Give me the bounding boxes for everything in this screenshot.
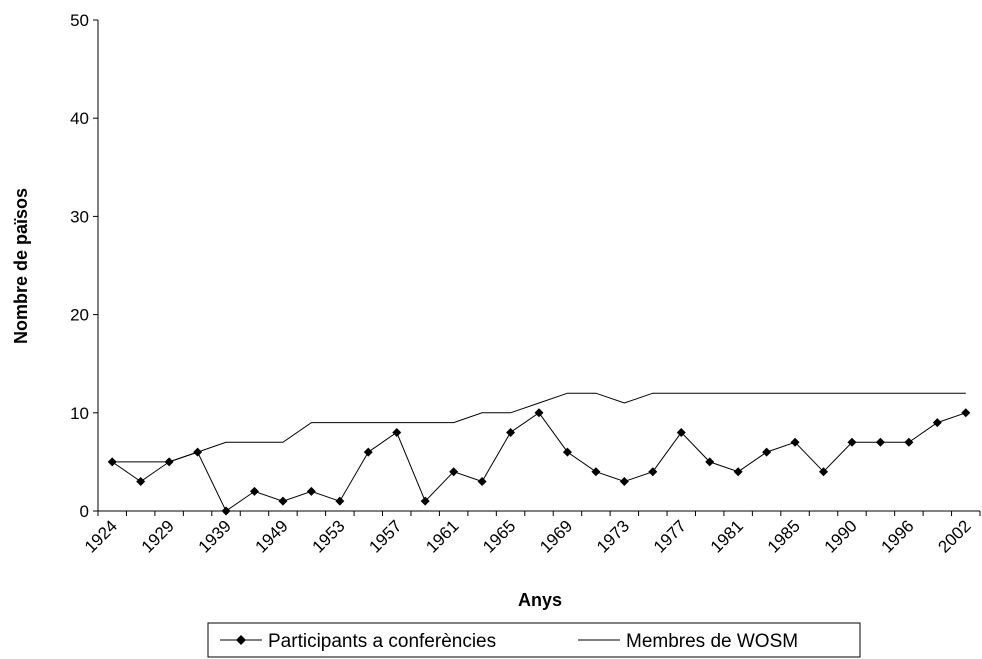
legend-label-participants: Participants a conferències — [268, 631, 496, 652]
data-point — [249, 486, 259, 496]
x-tick-label: 1981 — [707, 516, 747, 556]
y-tick-label: 0 — [80, 502, 89, 521]
x-tick-label: 2002 — [934, 516, 974, 556]
x-tick-label: 1953 — [308, 516, 348, 556]
data-point — [932, 418, 942, 428]
y-tick-label: 40 — [70, 109, 89, 128]
y-tick-label: 50 — [70, 11, 89, 30]
x-tick-label: 1949 — [252, 516, 292, 556]
x-tick-label: 1939 — [195, 516, 235, 556]
x-tick-label: 1996 — [878, 516, 918, 556]
y-tick-label: 10 — [70, 404, 89, 423]
x-tick-label: 1957 — [365, 516, 405, 556]
y-tick-label: 20 — [70, 306, 89, 325]
data-point — [278, 496, 288, 506]
series-line — [111, 412, 966, 512]
data-point — [392, 427, 402, 437]
legend-box — [207, 622, 861, 658]
legend: Participants a conferències Membres de W… — [207, 622, 861, 658]
data-point — [449, 467, 459, 477]
x-tick-label: 1924 — [81, 516, 121, 556]
x-tick-label: 1985 — [764, 516, 804, 556]
legend-label-wosm: Membres de WOSM — [626, 631, 798, 652]
x-tick-label: 1929 — [138, 516, 178, 556]
data-point — [420, 496, 430, 506]
y-axis-title: Nombre de països — [11, 188, 31, 344]
data-point — [676, 427, 686, 437]
series-line — [112, 392, 966, 463]
data-point — [904, 437, 914, 447]
data-point — [762, 447, 772, 457]
data-point — [363, 447, 373, 457]
data-point — [847, 437, 857, 447]
x-tick-label: 1969 — [536, 516, 576, 556]
data-point — [591, 467, 601, 477]
data-point — [648, 467, 658, 477]
data-point — [705, 457, 715, 467]
x-axis-title: Anys — [518, 590, 562, 610]
series-participants — [107, 408, 971, 516]
x-tick-label: 1973 — [593, 516, 633, 556]
data-point — [733, 467, 743, 477]
series-wosm — [112, 392, 966, 463]
legend-marker-participants — [236, 635, 246, 645]
data-point — [875, 437, 885, 447]
data-point — [819, 467, 829, 477]
data-point — [221, 506, 231, 516]
data-point — [562, 447, 572, 457]
x-tick-label: 1961 — [422, 516, 462, 556]
data-point — [790, 437, 800, 447]
y-axis-ticks: 0 10 20 30 40 50 — [70, 11, 98, 521]
data-point — [961, 408, 971, 418]
data-point — [335, 496, 345, 506]
x-tick-label: 1965 — [479, 516, 519, 556]
data-point — [506, 427, 516, 437]
data-point — [477, 477, 487, 487]
data-point — [619, 477, 629, 487]
x-axis-ticks: 1924 1929 1939 1949 1953 1957 1961 1965 1969 1973… — [81, 511, 981, 557]
series-layer — [107, 392, 971, 516]
axes — [97, 20, 980, 512]
data-point — [534, 408, 544, 418]
x-tick-label: 1977 — [650, 516, 690, 556]
data-point — [306, 486, 316, 496]
y-tick-label: 30 — [70, 207, 89, 226]
x-tick-label: 1990 — [821, 516, 861, 556]
data-point — [136, 477, 146, 487]
